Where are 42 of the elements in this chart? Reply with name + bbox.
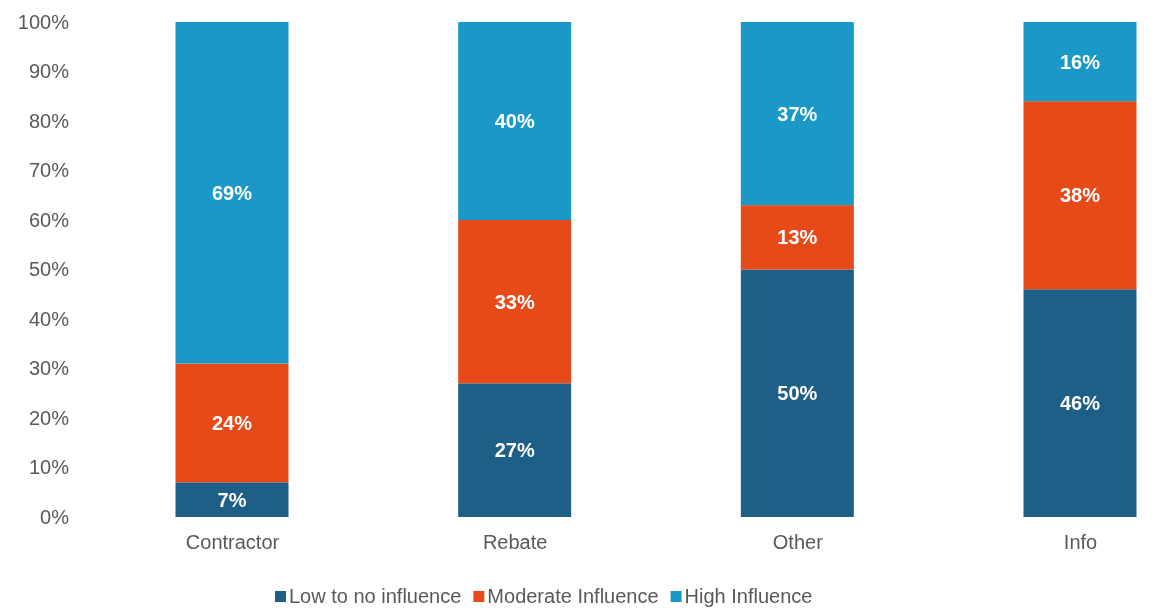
bar: [458, 22, 572, 220]
text: 7%: [217, 488, 247, 511]
legend-label: High Influence: [684, 585, 813, 607]
bar: [1023, 101, 1137, 290]
text: 69%: [211, 181, 253, 204]
y-tick-label: 10%: [28, 456, 70, 479]
x-tick-label: Other: [772, 531, 824, 554]
bar: [175, 482, 289, 517]
y-tick-label: 40%: [28, 307, 70, 330]
y-tick-label: 70%: [28, 159, 70, 182]
bar: [1023, 289, 1137, 517]
y-tick-label: 60%: [28, 208, 70, 231]
x-tick-label: Rebate: [482, 531, 548, 554]
bar: [175, 22, 289, 364]
y-tick-label: 0%: [40, 505, 70, 528]
bar: [740, 22, 854, 206]
bar: [458, 383, 572, 517]
text: 46%: [1059, 392, 1101, 415]
y-tick-label: 100%: [17, 10, 70, 33]
text: 38%: [1059, 184, 1101, 207]
text: 27%: [494, 439, 535, 462]
legend-label: Moderate Influence: [487, 585, 659, 607]
legend-label: Low to no influence: [289, 585, 462, 607]
y-tick-label: 30%: [28, 357, 70, 380]
y-tick-label: 50%: [28, 258, 70, 281]
y-tick-label: 80%: [28, 109, 70, 132]
x-tick-label: Contractor: [185, 531, 280, 554]
text: 33%: [494, 290, 535, 313]
text: 50%: [777, 382, 818, 405]
bar: [175, 363, 289, 483]
text: 37%: [777, 102, 818, 125]
bar: [1023, 22, 1137, 102]
y-tick-label: 90%: [28, 60, 70, 83]
text: 16%: [1059, 50, 1101, 73]
text: 24%: [211, 411, 253, 434]
bar: [740, 269, 854, 517]
y-tick-label: 20%: [28, 406, 70, 429]
text: 40%: [494, 110, 535, 132]
bar: [740, 205, 854, 270]
text: 13%: [777, 226, 818, 249]
bar: [458, 220, 572, 384]
x-tick-label: Info: [1063, 531, 1098, 554]
